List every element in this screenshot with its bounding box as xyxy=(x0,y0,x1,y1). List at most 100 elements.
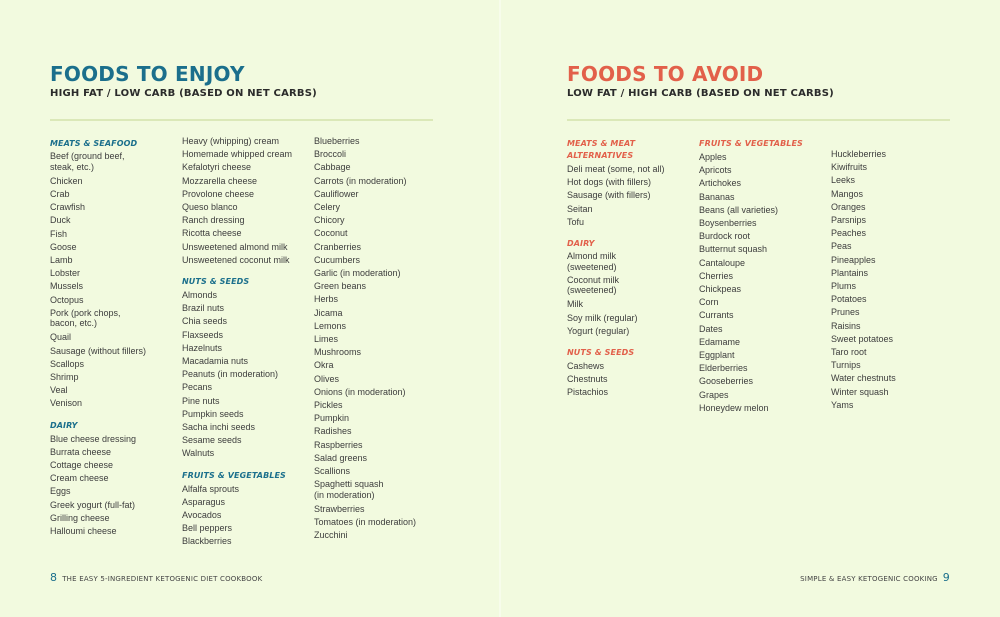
list-item: Corn xyxy=(699,297,719,308)
list-item: Kefalotyri cheese xyxy=(182,162,252,173)
list-item: Quail xyxy=(50,332,72,343)
list-item: Sesame seeds xyxy=(182,435,242,446)
list-item: Sacha inchi seeds xyxy=(182,422,256,433)
list-item: Strawberries xyxy=(314,503,365,514)
category-heading: NUTS & SEEDS xyxy=(567,348,635,357)
list-item: Beef (ground beef, steak, etc.) xyxy=(50,151,125,172)
list-item: Seitan xyxy=(567,203,593,214)
page-number: 8 xyxy=(50,571,58,584)
list-item: Scallops xyxy=(50,358,85,369)
list-item: Peaches xyxy=(831,228,867,239)
list-item: Veal xyxy=(50,385,68,396)
list-item: Olives xyxy=(314,373,340,384)
list-item: Currants xyxy=(699,310,734,321)
list-item: Beans (all varieties) xyxy=(699,204,779,215)
list-item: Flaxseeds xyxy=(182,329,224,340)
list-item: Huckleberries xyxy=(831,149,887,159)
list-item: Chestnuts xyxy=(567,374,608,385)
list-item: Cream cheese xyxy=(50,473,109,484)
list-item: Pistachios xyxy=(567,387,609,398)
list-item: Crawfish xyxy=(50,202,86,213)
list-item: Ricotta cheese xyxy=(182,228,242,239)
list-item: Cranberries xyxy=(314,241,362,252)
list-item: Unsweetened almond milk xyxy=(182,241,288,252)
list-item: Chickpeas xyxy=(699,284,742,295)
list-item: Turnips xyxy=(831,360,861,371)
food-column: FRUITS & VEGETABLES Apples Apricots Arti… xyxy=(699,136,831,415)
list-item: Peas xyxy=(831,241,852,252)
list-item: Chia seeds xyxy=(182,316,228,327)
left-page: FOODS TO ENJOY HIGH FAT / LOW CARB (BASE… xyxy=(50,62,433,584)
list-item: Fish xyxy=(50,228,68,239)
list-item: Milk xyxy=(567,299,583,310)
list-item: Hot dogs (with fillers) xyxy=(567,177,652,188)
list-item: Lamb xyxy=(50,254,73,265)
running-title: THE EASY 5-INGREDIENT KETOGENIC DIET COO… xyxy=(62,575,263,583)
list-item: Tomatoes (in moderation) xyxy=(314,517,417,528)
divider xyxy=(50,119,433,121)
list-item: Elderberries xyxy=(699,363,748,374)
list-item: Pork (pork chops, bacon, etc.) xyxy=(50,307,121,329)
list-item: Bell peppers xyxy=(182,523,233,534)
list-item: Coconut xyxy=(314,228,348,239)
list-item: Winter squash xyxy=(831,386,889,397)
list-item: Limes xyxy=(314,334,339,345)
list-item: Cherries xyxy=(699,270,734,281)
category-heading: DAIRY xyxy=(567,239,595,249)
list-item: Mussels xyxy=(50,281,84,292)
list-item: Almonds xyxy=(182,290,218,301)
list-item: Prunes xyxy=(831,307,860,318)
list-item: Oranges xyxy=(831,201,866,212)
list-item: Blue cheese dressing xyxy=(50,433,137,444)
list-item: Taro root xyxy=(831,347,867,358)
list-item: Sweet potatoes xyxy=(831,333,894,344)
list-item: Brazil nuts xyxy=(182,303,225,314)
list-item: Butternut squash xyxy=(699,244,768,255)
list-item: Queso blanco xyxy=(182,202,238,213)
list-item: Blackberries xyxy=(182,536,232,547)
page-title: FOODS TO ENJOY xyxy=(50,62,245,86)
list-item: Cottage cheese xyxy=(50,460,114,471)
list-item: Alfalfa sprouts xyxy=(182,483,240,494)
page-number: 9 xyxy=(942,571,950,584)
list-item: Honeydew melon xyxy=(699,402,769,413)
list-item: Okra xyxy=(314,360,334,371)
divider xyxy=(567,119,950,121)
list-item: Burrata cheese xyxy=(50,446,112,457)
list-item: Leeks xyxy=(831,175,856,186)
list-item: Parsnips xyxy=(831,215,867,226)
category-heading: FRUITS & VEGETABLES xyxy=(699,139,803,148)
list-item: Cucumbers xyxy=(314,254,361,265)
list-item: Apricots xyxy=(699,165,732,176)
page-title: FOODS TO AVOID xyxy=(567,62,764,86)
list-item: Broccoli xyxy=(314,149,347,160)
list-item: Artichokes xyxy=(699,178,742,189)
list-item: Coconut milk (sweetened) xyxy=(567,274,620,296)
list-item: Green beans xyxy=(314,281,367,292)
category-heading: FRUITS & VEGETABLES xyxy=(182,470,286,480)
food-column: Huckleberries Kiwifruits Leeks Mangos Or… xyxy=(831,148,963,412)
list-item: Halloumi cheese xyxy=(50,526,117,537)
list-item: Dates xyxy=(699,323,723,334)
list-item: Plums xyxy=(831,281,857,292)
list-item: Onions (in moderation) xyxy=(314,386,406,397)
category-heading: MEATS & SEAFOOD xyxy=(50,139,138,148)
list-item: Unsweetened coconut milk xyxy=(182,254,290,265)
list-item: Heavy (whipping) cream xyxy=(182,136,280,146)
list-item: Grapes xyxy=(699,389,729,400)
list-item: Scallions xyxy=(314,466,351,477)
list-item: Potatoes xyxy=(831,294,867,305)
list-item: Gooseberries xyxy=(699,376,754,387)
list-item: Pine nuts xyxy=(182,395,220,406)
list-item: Yogurt (regular) xyxy=(567,325,630,336)
list-item: Lemons xyxy=(314,320,347,331)
list-item: Tofu xyxy=(567,216,585,227)
list-item: Hazelnuts xyxy=(182,342,223,353)
page-subtitle: HIGH FAT / LOW CARB (BASED ON NET CARBS) xyxy=(50,88,317,99)
list-item: Sausage (with fillers) xyxy=(567,190,651,201)
list-item: Cantaloupe xyxy=(699,257,746,268)
list-item: Salad greens xyxy=(314,452,368,463)
list-item: Kiwifruits xyxy=(831,162,868,173)
list-item: Pecans xyxy=(182,382,213,393)
